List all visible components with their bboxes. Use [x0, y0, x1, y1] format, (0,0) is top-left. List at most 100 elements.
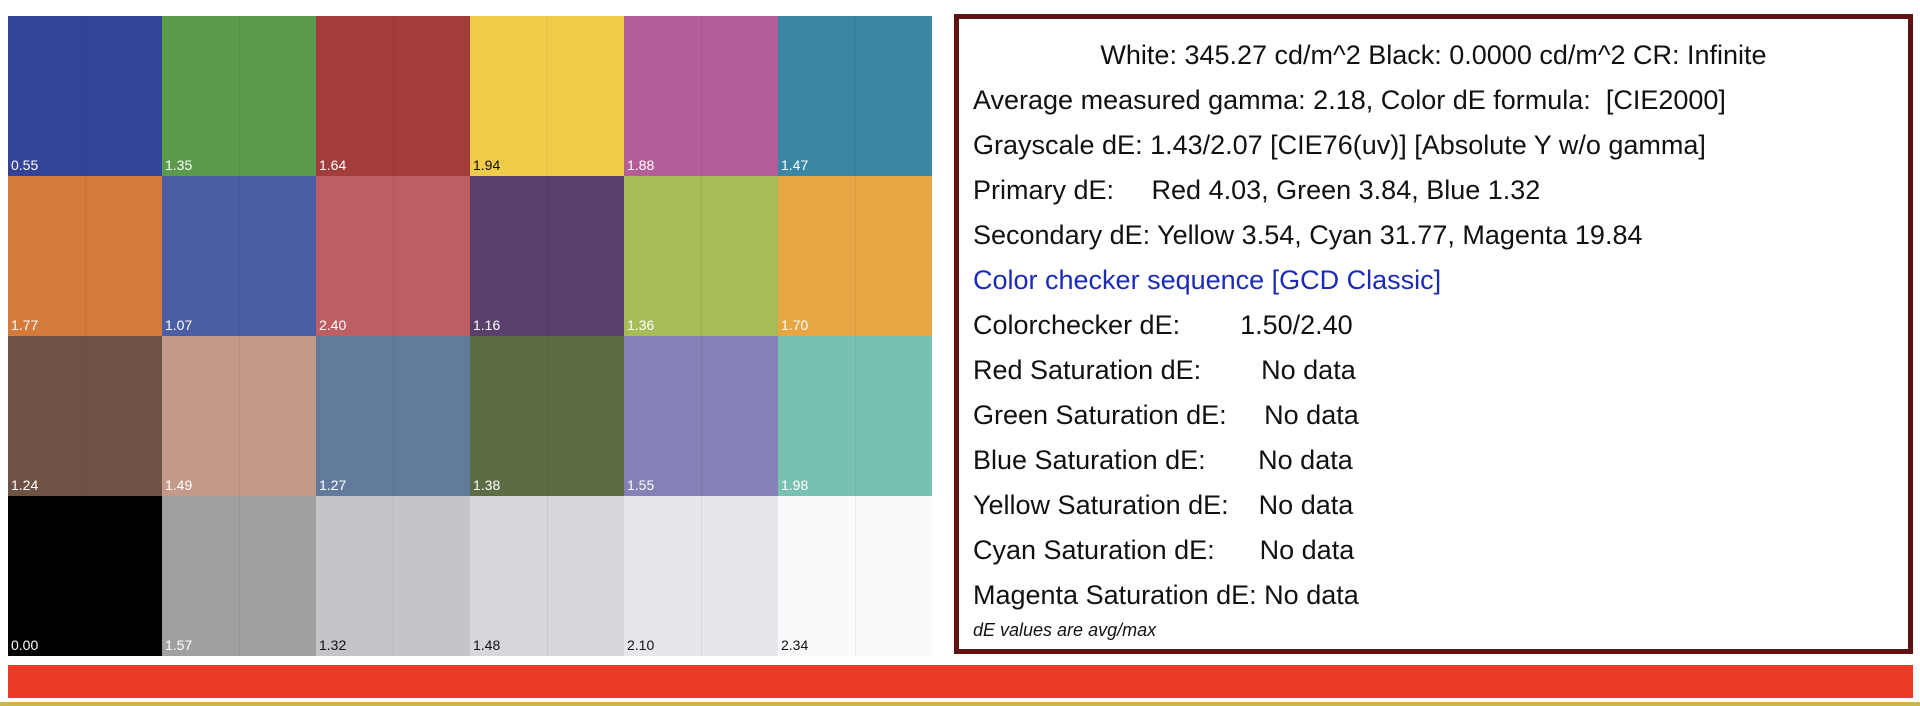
patch-measured-half: [85, 496, 162, 656]
color-patch: 1.16: [470, 176, 624, 336]
patch-measured-half: [239, 496, 316, 656]
patch-reference-half: [624, 176, 701, 336]
patch-de-label: 1.55: [627, 477, 655, 493]
patch-de-label: 1.77: [11, 317, 39, 333]
patch-measured-half: [547, 16, 624, 176]
color-patch: 1.48: [470, 496, 624, 656]
patch-reference-half: [778, 16, 855, 176]
patch-measured-half: [239, 176, 316, 336]
patch-reference-half: [316, 336, 393, 496]
patch-reference-half: [316, 176, 393, 336]
patch-de-label: 2.40: [319, 317, 347, 333]
patch-reference-half: [624, 496, 701, 656]
color-patch: 2.10: [624, 496, 778, 656]
cyan-saturation-de: Cyan Saturation dE: No data: [973, 535, 1355, 565]
patch-measured-half: [547, 496, 624, 656]
patch-de-label: 1.07: [165, 317, 193, 333]
patch-reference-half: [8, 496, 85, 656]
green-saturation-de: Green Saturation dE: No data: [973, 400, 1359, 430]
bottom-divider: [0, 702, 1920, 706]
yellow-saturation-de: Yellow Saturation dE: No data: [973, 490, 1354, 520]
patch-reference-half: [624, 16, 701, 176]
patch-measured-half: [547, 336, 624, 496]
patch-reference-half: [316, 16, 393, 176]
color-patch: 1.32: [316, 496, 470, 656]
checker-sequence-link[interactable]: Color checker sequence [GCD Classic]: [973, 265, 1442, 295]
patch-de-label: 1.24: [11, 477, 39, 493]
patch-reference-half: [778, 496, 855, 656]
patch-de-label: 0.55: [11, 157, 39, 173]
patch-de-label: 1.38: [473, 477, 501, 493]
patch-measured-half: [239, 16, 316, 176]
progress-bar: [8, 665, 1913, 698]
primary-de: Primary dE: Red 4.03, Green 3.84, Blue 1…: [973, 175, 1541, 205]
patch-reference-half: [316, 496, 393, 656]
patch-measured-half: [85, 336, 162, 496]
color-patch: 1.49: [162, 336, 316, 496]
patch-de-label: 1.57: [165, 637, 193, 653]
results-panel: White: 345.27 cd/m^2 Black: 0.0000 cd/m^…: [954, 14, 1913, 654]
patch-de-label: 2.34: [781, 637, 809, 653]
red-saturation-de: Red Saturation dE: No data: [973, 355, 1356, 385]
patch-measured-half: [393, 496, 470, 656]
patch-reference-half: [162, 496, 239, 656]
color-patch: 1.47: [778, 16, 932, 176]
patch-reference-half: [162, 16, 239, 176]
grayscale-de: Grayscale dE: 1.43/2.07 [CIE76(uv)] [Abs…: [973, 130, 1706, 160]
patch-reference-half: [8, 176, 85, 336]
patch-de-label: 1.27: [319, 477, 347, 493]
patch-reference-half: [624, 336, 701, 496]
patch-reference-half: [778, 176, 855, 336]
patch-measured-half: [855, 16, 932, 176]
color-patch: 1.24: [8, 336, 162, 496]
patch-de-label: 1.98: [781, 477, 809, 493]
color-patch: 0.55: [8, 16, 162, 176]
color-patch: 2.40: [316, 176, 470, 336]
patch-de-label: 1.48: [473, 637, 501, 653]
patch-de-label: 1.16: [473, 317, 501, 333]
patch-measured-half: [855, 336, 932, 496]
patch-de-label: 1.88: [627, 157, 655, 173]
patch-measured-half: [701, 336, 778, 496]
patch-reference-half: [162, 176, 239, 336]
patch-measured-half: [239, 336, 316, 496]
color-patch: 1.57: [162, 496, 316, 656]
patch-measured-half: [855, 176, 932, 336]
patch-reference-half: [8, 16, 85, 176]
color-patch: 1.38: [470, 336, 624, 496]
patch-de-label: 0.00: [11, 637, 39, 653]
footnote: dE values are avg/max: [973, 620, 1157, 640]
patch-measured-half: [85, 16, 162, 176]
patch-de-label: 1.36: [627, 317, 655, 333]
magenta-saturation-de: Magenta Saturation dE: No data: [973, 580, 1359, 610]
patch-measured-half: [547, 176, 624, 336]
color-patch: 1.36: [624, 176, 778, 336]
patch-de-label: 1.35: [165, 157, 193, 173]
color-patch: 1.35: [162, 16, 316, 176]
patch-reference-half: [778, 336, 855, 496]
patch-reference-half: [470, 496, 547, 656]
color-patch: 2.34: [778, 496, 932, 656]
gamma-summary: Average measured gamma: 2.18, Color dE f…: [973, 85, 1726, 115]
patch-measured-half: [393, 336, 470, 496]
color-patch: 1.77: [8, 176, 162, 336]
color-checker-grid: 0.55 1.35 1.64 1.94 1.88 1.47 1.77 1.07 2.40 1.16…: [8, 16, 932, 656]
color-patch: 1.98: [778, 336, 932, 496]
color-patch: 1.27: [316, 336, 470, 496]
patch-de-label: 1.47: [781, 157, 809, 173]
patch-de-label: 1.94: [473, 157, 501, 173]
color-patch: 1.94: [470, 16, 624, 176]
patch-de-label: 1.49: [165, 477, 193, 493]
patch-de-label: 2.10: [627, 637, 655, 653]
patch-de-label: 1.64: [319, 157, 347, 173]
patch-reference-half: [470, 16, 547, 176]
patch-measured-half: [393, 176, 470, 336]
patch-measured-half: [701, 176, 778, 336]
colorchecker-de: Colorchecker dE: 1.50/2.40: [973, 310, 1353, 340]
patch-reference-half: [470, 176, 547, 336]
secondary-de: Secondary dE: Yellow 3.54, Cyan 31.77, M…: [973, 220, 1643, 250]
color-patch: 1.88: [624, 16, 778, 176]
color-patch: 1.07: [162, 176, 316, 336]
patch-measured-half: [701, 496, 778, 656]
